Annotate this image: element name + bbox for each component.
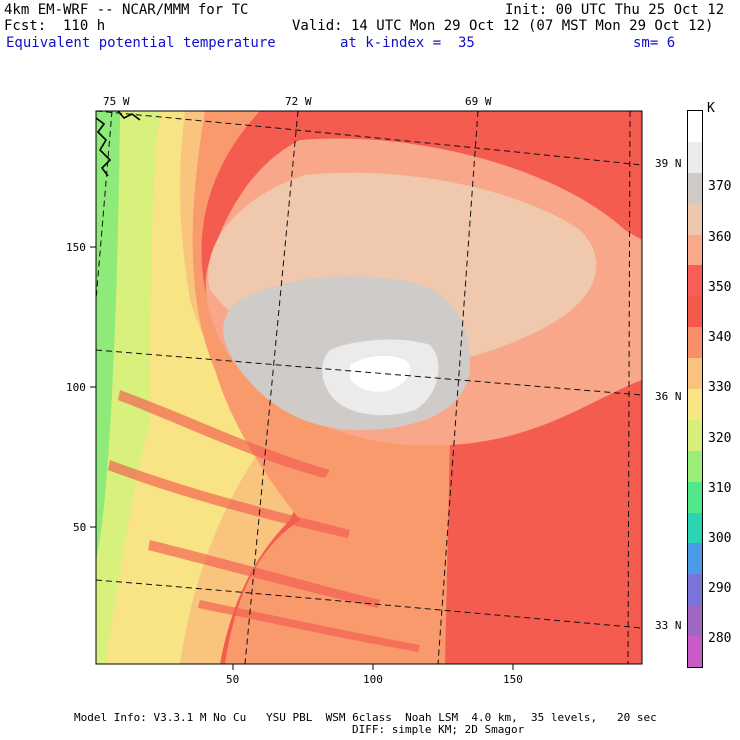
lat-label: 39 N	[655, 157, 682, 170]
colorbar	[687, 110, 703, 668]
colorbar-swatch	[688, 141, 702, 173]
lon-label: 75 W	[103, 95, 130, 108]
lat-label: 33 N	[655, 619, 682, 632]
colorbar-swatch	[688, 358, 702, 390]
colorbar-label: 300	[708, 531, 732, 546]
colorbar-label: 350	[708, 280, 732, 295]
colorbar-label: 370	[708, 179, 732, 194]
colorbar-swatch	[688, 574, 702, 606]
forecast-hour: Fcst: 110 h	[4, 18, 106, 34]
y-tick-label: 150	[66, 241, 86, 254]
colorbar-swatch	[688, 111, 702, 142]
init-time: Init: 00 UTC Thu 25 Oct 12	[505, 2, 725, 18]
colorbar-swatch	[688, 234, 702, 266]
diffusion-info: DIFF: simple KM; 2D Smagor	[352, 723, 525, 736]
y-tick-label: 100	[66, 381, 86, 394]
lon-label: 69 W	[465, 95, 492, 108]
theta-e-field	[96, 111, 642, 664]
x-tick-label: 50	[226, 673, 240, 686]
x-tick-label: 100	[363, 673, 383, 686]
colorbar-swatch	[688, 327, 702, 359]
colorbar-swatch	[688, 296, 702, 328]
colorbar-swatch	[688, 265, 702, 297]
model-info: Model Info: V3.3.1 M No Cu YSU PBL WSM 6…	[74, 711, 657, 724]
model-title: 4km EM-WRF -- NCAR/MMM for TC	[4, 2, 249, 18]
colorbar-swatch	[688, 481, 702, 513]
colorbar-swatch	[688, 605, 702, 637]
colorbar-swatch	[688, 389, 702, 420]
field-name: Equivalent potential temperature	[6, 35, 276, 51]
colorbar-label: 330	[708, 380, 732, 395]
colorbar-swatch	[688, 512, 702, 544]
colorbar-swatch	[688, 172, 702, 204]
valid-time: Valid: 14 UTC Mon 29 Oct 12 (07 MST Mon …	[292, 18, 714, 34]
x-tick-label: 150	[503, 673, 523, 686]
y-tick-label: 50	[73, 521, 87, 534]
smoothing-info: sm= 6	[633, 35, 676, 51]
colorbar-label: 290	[708, 581, 732, 596]
colorbar-swatch	[688, 203, 702, 235]
colorbar-swatch	[688, 450, 702, 482]
colorbar-label: 310	[708, 481, 732, 496]
level-info: at k-index = 35	[340, 35, 475, 51]
colorbar-swatch	[688, 636, 702, 668]
colorbar-label: 280	[708, 631, 732, 646]
colorbar-label: 320	[708, 431, 732, 446]
lon-label: 72 W	[285, 95, 312, 108]
lat-label: 36 N	[655, 390, 682, 403]
colorbar-unit: K	[707, 101, 715, 116]
colorbar-swatch	[688, 543, 702, 575]
colorbar-swatch	[688, 419, 702, 451]
colorbar-label: 340	[708, 330, 732, 345]
colorbar-label: 360	[708, 230, 732, 245]
